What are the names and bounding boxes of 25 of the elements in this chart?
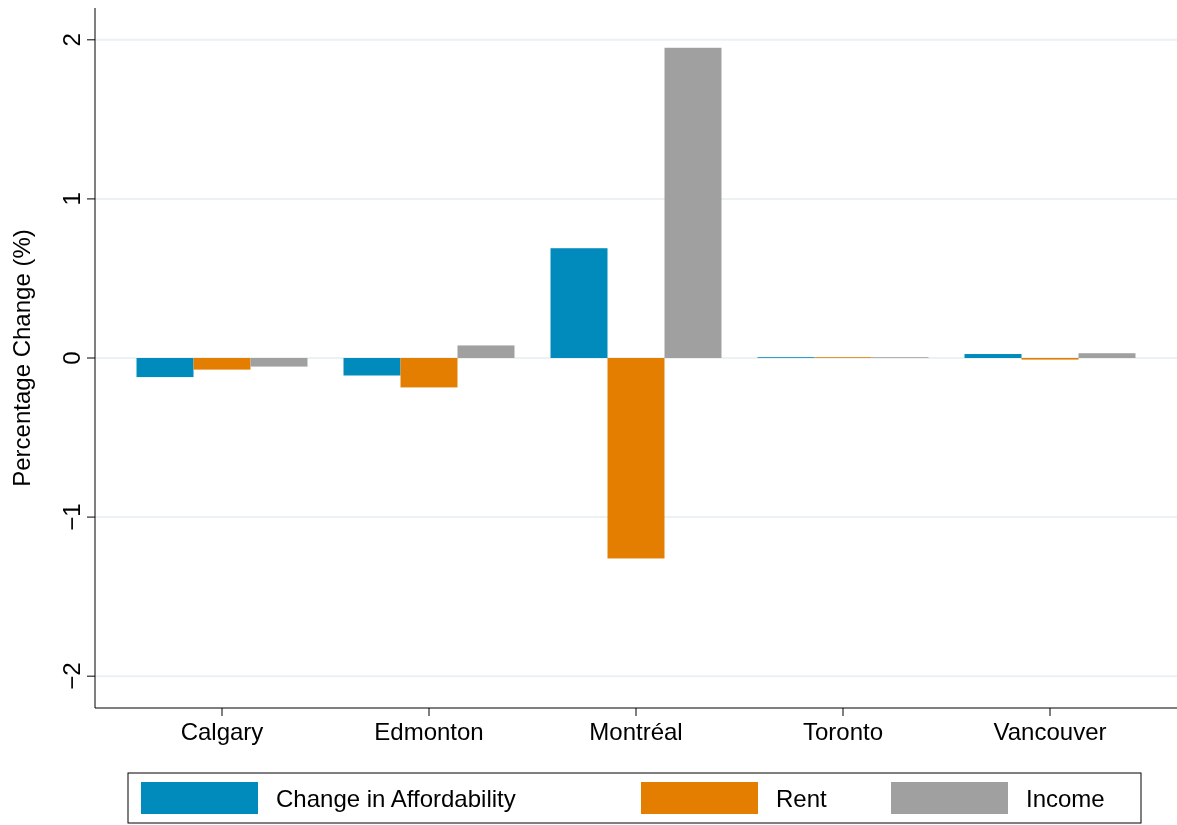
y-axis-title: Percentage Change (%) <box>8 229 35 487</box>
bar <box>457 345 515 358</box>
y-tick-label: −2 <box>58 662 85 690</box>
y-tick-label: 2 <box>58 33 85 47</box>
legend-label: Income <box>1026 785 1105 812</box>
y-tick-label: 1 <box>58 192 85 206</box>
bar <box>964 354 1022 358</box>
x-tick-label: Montréal <box>589 718 683 745</box>
bar <box>136 358 194 378</box>
x-tick-label: Vancouver <box>993 718 1107 745</box>
y-tick-label: −1 <box>58 503 85 531</box>
legend-label: Rent <box>776 785 828 812</box>
legend-label: Change in Affordability <box>276 785 516 812</box>
bar <box>664 47 722 358</box>
bar <box>193 358 251 370</box>
bar <box>607 358 665 559</box>
x-tick-label: Edmonton <box>374 718 484 745</box>
bar <box>343 358 401 376</box>
bar <box>550 248 608 358</box>
bar <box>400 358 458 388</box>
x-tick-label: Toronto <box>802 718 884 745</box>
y-tick-label: 0 <box>58 351 85 365</box>
x-tick-label: Calgary <box>180 718 264 745</box>
bar <box>1078 353 1136 358</box>
bar <box>250 358 308 367</box>
